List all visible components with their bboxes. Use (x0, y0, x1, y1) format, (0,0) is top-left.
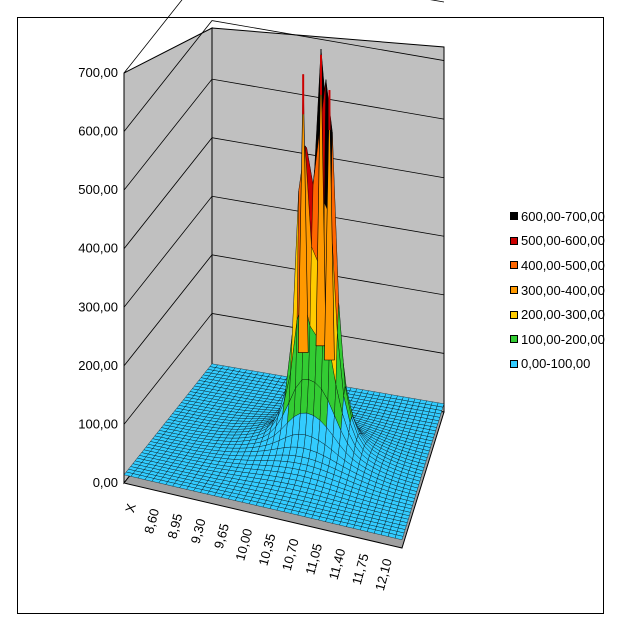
legend-swatch (510, 335, 518, 344)
legend-swatch (510, 212, 518, 221)
gridlines (123, 0, 445, 425)
legend-item: 600,00-700,00 (510, 204, 622, 229)
legend-swatch (510, 359, 518, 368)
x-tick-label: 11,40 (326, 547, 349, 581)
z-tick-label: 0,00 (93, 475, 118, 490)
z-axis-ticks: 0,00 100,00 200,00 300,00 400,00 500,00 600,00… (78, 65, 118, 490)
legend-swatch (510, 286, 518, 295)
z-tick-label: 100,00 (78, 416, 118, 431)
z-tick-label: 600,00 (78, 124, 118, 139)
legend-item: 300,00-400,00 (510, 278, 622, 303)
legend-item: 200,00-300,00 (510, 302, 622, 327)
legend-item: 500,00-600,00 (510, 229, 622, 254)
gridline (123, 20, 445, 132)
z-tick-label: 400,00 (78, 241, 118, 256)
gridline (123, 0, 445, 74)
x-tick-label: X (122, 502, 139, 515)
legend-label: 100,00-200,00 (521, 331, 605, 347)
x-tick-label: 8,60 (141, 507, 162, 535)
legend-swatch (510, 310, 518, 319)
x-tick-label: 10,35 (256, 532, 279, 567)
legend-label: 0,00-100,00 (521, 356, 591, 372)
peak (297, 74, 309, 353)
legend-swatch (510, 261, 518, 270)
gridline (123, 254, 445, 367)
z-tick-label: 200,00 (78, 358, 118, 373)
x-tick-label: 11,75 (349, 552, 372, 586)
legend-item: 0,00-100,00 (510, 352, 622, 377)
legend-label: 300,00-400,00 (521, 282, 605, 298)
legend: 600,00-700,00 500,00-600,00 400,00-500,00 3… (510, 204, 622, 376)
legend-label: 600,00-700,00 (521, 208, 605, 224)
peak (315, 54, 327, 347)
legend-item: 400,00-500,00 (510, 253, 622, 278)
gridline (123, 312, 445, 425)
z-tick-label: 500,00 (78, 182, 118, 197)
surface-cell (394, 534, 404, 541)
legend-swatch (510, 236, 518, 245)
x-tick-label: 10,70 (279, 537, 302, 572)
legend-label: 400,00-500,00 (521, 257, 605, 273)
legend-label: 200,00-300,00 (521, 307, 605, 323)
z-tick-label: 700,00 (78, 65, 118, 80)
x-tick-label: 12,10 (372, 557, 395, 592)
peaks (297, 54, 335, 361)
x-tick-label: 9,30 (188, 517, 209, 545)
gridline (123, 195, 445, 308)
x-tick-label: 10,00 (232, 527, 255, 562)
x-tick-label: 11,05 (302, 542, 325, 576)
z-tick-label: 300,00 (78, 299, 118, 314)
gridline (123, 137, 445, 249)
legend-item: 100,00-200,00 (510, 327, 622, 352)
peak (324, 90, 335, 361)
x-tick-label: 8,95 (164, 512, 185, 540)
legend-label: 500,00-600,00 (521, 233, 605, 249)
x-tick-label: 9,65 (211, 522, 232, 550)
gridline (123, 78, 445, 191)
